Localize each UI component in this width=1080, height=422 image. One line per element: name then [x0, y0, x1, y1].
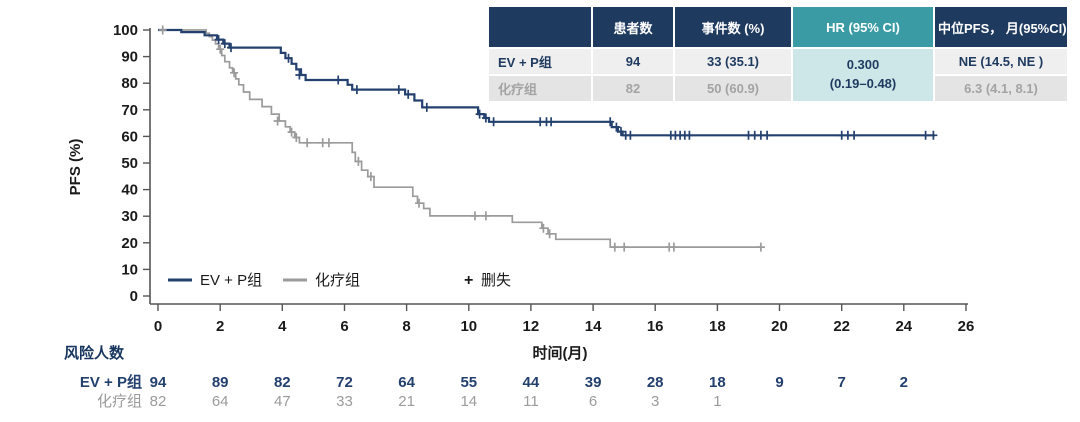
risk-count: 64	[212, 393, 229, 410]
risk-count: 9	[775, 374, 783, 391]
risk-count: 14	[460, 393, 477, 410]
legend-label-evp: EV + P组	[200, 272, 262, 289]
x-tick-label: 24	[895, 318, 912, 335]
risk-count: 7	[838, 374, 846, 391]
risk-count: 3	[651, 393, 659, 410]
risk-count: 18	[709, 374, 726, 391]
x-tick-label: 8	[402, 318, 410, 335]
risk-count: 1	[713, 393, 721, 410]
y-tick-label: 0	[130, 288, 138, 305]
summary-header-median-pfs: 中位PFS， 月(95%CI)	[935, 7, 1067, 47]
summary-chemo-label: 化疗组	[489, 76, 591, 101]
x-tick-label: 18	[709, 318, 726, 335]
y-tick-label: 60	[121, 128, 138, 145]
summary-header-hr: HR (95% CI)	[793, 7, 933, 47]
y-tick-label: 70	[121, 102, 138, 119]
y-axis: 0 10 20 30 40 50 60 70 80 90 100 PFS (%)	[67, 22, 151, 305]
summary-table: 患者数 事件数 (%) HR (95% CI) 中位PFS， 月(95%CI) …	[487, 5, 1067, 103]
x-tick-label: 16	[647, 318, 664, 335]
summary-row-chemo: 化疗组 82 50 (60.9) 6.3 (4.1, 8.1)	[489, 76, 1067, 101]
censor-marks	[158, 25, 938, 252]
risk-count: 2	[900, 374, 908, 391]
y-axis-title: PFS (%)	[67, 139, 84, 196]
y-tick-label: 10	[121, 261, 138, 278]
x-tick-label: 0	[154, 318, 162, 335]
summary-table-grid: 患者数 事件数 (%) HR (95% CI) 中位PFS， 月(95%CI) …	[487, 5, 1069, 103]
summary-chemo-patients: 82	[593, 76, 673, 101]
x-tick-label: 12	[523, 318, 540, 335]
risk-count: 72	[336, 374, 353, 391]
summary-header-empty	[489, 7, 591, 47]
summary-chemo-events: 50 (60.9)	[675, 76, 791, 101]
y-tick-label: 30	[121, 208, 138, 225]
x-tick-label: 6	[340, 318, 348, 335]
km-curve-evp	[158, 28, 935, 137]
x-tick-label: 22	[833, 318, 850, 335]
censor-marks-chemo	[158, 25, 765, 252]
x-tick-label: 26	[958, 318, 975, 335]
x-tick-label: 2	[216, 318, 224, 335]
risk-count: 33	[336, 393, 353, 410]
y-tick-label: 90	[121, 49, 138, 66]
summary-evp-median: NE (14.5, NE )	[935, 49, 1067, 74]
risk-row-label-evp: EV + P组	[80, 373, 142, 391]
risk-count: 11	[523, 393, 539, 410]
x-tick-label: 14	[585, 318, 602, 335]
y-tick-label: 20	[121, 235, 138, 252]
km-curves	[158, 28, 935, 248]
risk-table: 风险人数 EV + P组 化疗组 94 89 82 72 64 55 44 39 28 18 9 7 2…	[64, 344, 908, 410]
summary-header-patients: 患者数	[593, 7, 673, 47]
y-tick-label: 80	[121, 75, 138, 92]
risk-counts: 94 89 82 72 64 55 44 39 28 18 9 7 282 64 47 33 21 14 11 6 3 1	[150, 374, 908, 410]
hr-value-line2: (0.19–0.48)	[829, 76, 897, 91]
y-tick-label: 50	[121, 155, 138, 172]
summary-chemo-median: 6.3 (4.1, 8.1)	[935, 76, 1067, 101]
risk-count: 94	[150, 374, 167, 391]
x-axis: 0 2 4 6 8 10 12 14 16 18 20 22 24 26 时间(月)	[150, 303, 975, 362]
summary-table-header-row: 患者数 事件数 (%) HR (95% CI) 中位PFS， 月(95%CI)	[489, 7, 1067, 47]
risk-count: 47	[274, 393, 291, 410]
summary-evp-events: 33 (35.1)	[675, 49, 791, 74]
risk-count: 44	[523, 374, 540, 391]
censor-marks-evp	[214, 35, 938, 140]
risk-count: 55	[460, 374, 477, 391]
risk-count: 6	[589, 393, 597, 410]
summary-header-events: 事件数 (%)	[675, 7, 791, 47]
legend: EV + P组 化疗组 + 删失	[168, 272, 511, 289]
x-tick-label: 20	[771, 318, 788, 335]
risk-count: 21	[398, 393, 415, 410]
risk-count: 39	[585, 374, 602, 391]
risk-count: 89	[212, 374, 229, 391]
risk-count: 82	[274, 374, 291, 391]
x-axis-ticks: 0 2 4 6 8 10 12 14 16 18 20 22 24 26	[154, 304, 975, 335]
risk-count: 64	[398, 374, 415, 391]
km-curve-chemo	[158, 29, 761, 248]
x-axis-title: 时间(月)	[533, 344, 588, 362]
y-tick-label: 100	[113, 22, 138, 39]
legend-censor-plus-icon: +	[464, 272, 473, 289]
y-axis-ticks: 0 10 20 30 40 50 60 70 80 90 100	[113, 22, 150, 305]
summary-row-evp: EV + P组 94 33 (35.1) 0.300 (0.19–0.48) N…	[489, 49, 1067, 101]
legend-censor-label: 删失	[481, 272, 511, 289]
hr-value-line1: 0.300	[846, 57, 880, 73]
summary-evp-label: EV + P组	[489, 49, 591, 74]
risk-count: 28	[647, 374, 664, 391]
legend-label-chemo: 化疗组	[315, 272, 360, 289]
summary-hr-value: 0.300 (0.19–0.48)	[793, 49, 933, 101]
x-tick-label: 10	[460, 318, 477, 335]
x-tick-label: 4	[278, 318, 287, 335]
risk-row-label-chemo: 化疗组	[97, 393, 142, 410]
y-tick-label: 40	[121, 182, 138, 199]
risk-table-title: 风险人数	[64, 344, 125, 362]
summary-evp-patients: 94	[593, 49, 673, 74]
risk-count: 82	[150, 393, 167, 410]
